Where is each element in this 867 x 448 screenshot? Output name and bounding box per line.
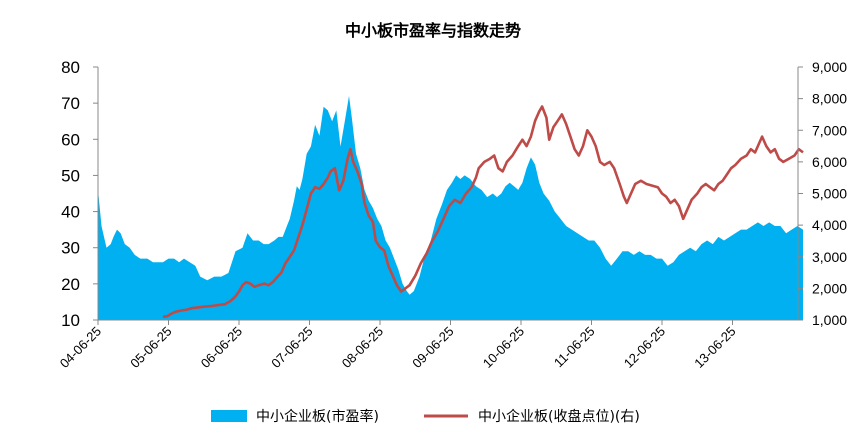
legend-swatch-pe (211, 410, 247, 422)
y-right-tick-label: 9,000 (812, 59, 847, 75)
y-left-tick-label: 70 (61, 94, 80, 113)
x-tick-label: 13-06-25 (691, 324, 738, 371)
plot-area (98, 95, 804, 321)
y-right-tick-label: 6,000 (812, 154, 847, 170)
x-tick-label: 11-06-25 (551, 324, 598, 371)
x-tick-label: 09-06-25 (409, 324, 456, 371)
legend: 中小企业板(市盈率) 中小企业板(收盘点位)(右) (211, 408, 640, 425)
chart-title: 中小板市盈率与指数走势 (345, 21, 521, 40)
series-area-pe (98, 95, 803, 321)
x-tick-label: 05-06-25 (127, 324, 174, 371)
y-right-tick-label: 5,000 (812, 186, 847, 202)
y-right-tick-label: 4,000 (812, 217, 847, 233)
y-left-tick-label: 40 (61, 203, 80, 222)
y-right-tick-label: 8,000 (812, 91, 847, 107)
x-tick-label: 06-06-25 (198, 324, 245, 371)
y-right-tick-label: 7,000 (812, 122, 847, 138)
y-right-tick-label: 2,000 (812, 280, 847, 296)
x-tick-label: 12-06-25 (621, 324, 668, 371)
y-left-tick-label: 20 (61, 275, 80, 294)
series-line-index (162, 105, 804, 319)
y-left-tick-label: 30 (61, 239, 80, 258)
legend-label-pe: 中小企业板(市盈率) (256, 408, 379, 425)
y-left-tick-label: 80 (61, 58, 80, 77)
y-left-tick-label: 50 (61, 166, 80, 185)
y-right-tick-label: 3,000 (812, 249, 847, 265)
y-left-tick-label: 60 (61, 130, 80, 149)
y-left-tick-label: 10 (61, 311, 80, 330)
x-tick-label: 04-06-25 (57, 324, 104, 371)
x-tick-label: 07-06-25 (268, 324, 315, 371)
legend-label-index: 中小企业板(收盘点位)(右) (478, 408, 640, 425)
x-tick-label: 08-06-25 (339, 324, 386, 371)
y-right-tick-label: 1,000 (812, 312, 847, 328)
x-tick-label: 10-06-25 (480, 324, 527, 371)
